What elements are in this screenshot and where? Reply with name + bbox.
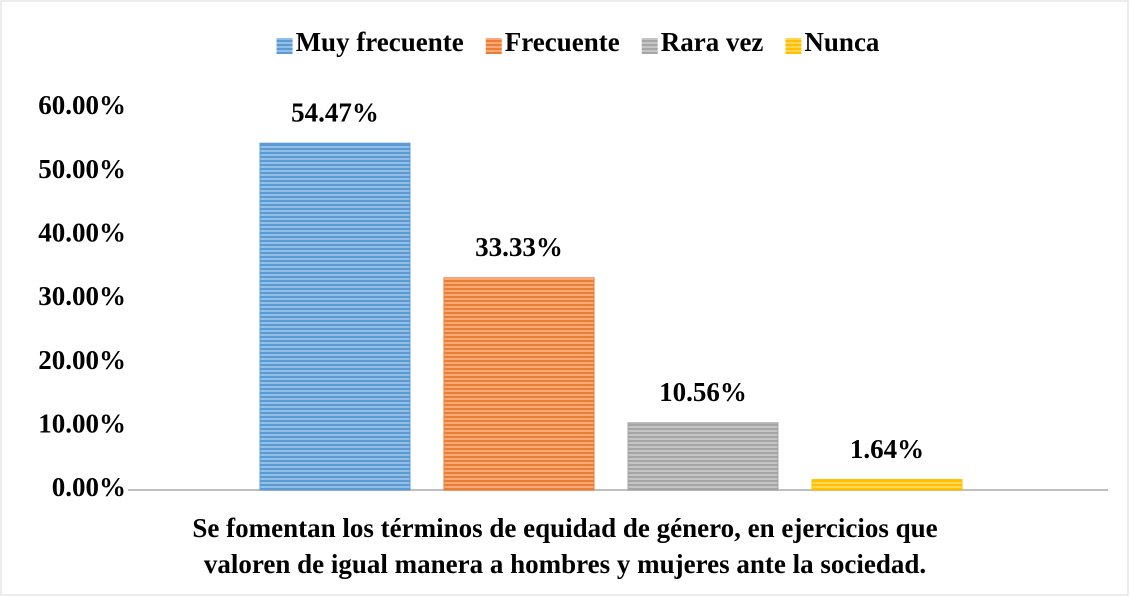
y-tick-label: 30.00% (38, 281, 126, 311)
data-label: 10.56% (659, 377, 747, 407)
legend-label: Frecuente (505, 27, 620, 57)
legend-swatch (641, 38, 658, 54)
y-tick-label: 50.00% (38, 154, 126, 184)
y-tick-label: 10.00% (38, 409, 126, 439)
legend-label: Rara vez (661, 27, 764, 57)
data-label: 33.33% (475, 232, 563, 262)
bar (443, 277, 595, 491)
legend-label: Nunca (804, 27, 880, 57)
legend-swatch (276, 38, 293, 54)
legend-label: Muy frecuente (296, 27, 464, 57)
y-tick-label: 20.00% (38, 345, 126, 375)
data-label: 54.47% (291, 97, 379, 127)
legend: Muy frecuente Frecuente Rara vez Nunca (276, 27, 880, 57)
y-tick-label: 60.00% (38, 90, 126, 120)
data-label: 1.64% (850, 434, 924, 464)
y-tick-label: 40.00% (38, 218, 126, 248)
x-tick-label: Se fomentan los términos de equidad de g… (192, 513, 938, 579)
legend-swatch (485, 38, 502, 54)
bar (811, 479, 963, 491)
legend-swatch (785, 38, 802, 54)
bar (259, 142, 411, 491)
y-tick-label: 0.00% (52, 472, 126, 502)
bar (627, 422, 779, 491)
